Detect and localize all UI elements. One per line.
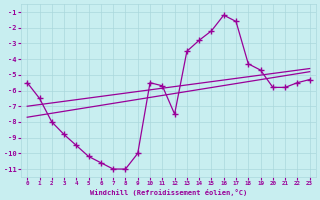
X-axis label: Windchill (Refroidissement éolien,°C): Windchill (Refroidissement éolien,°C): [90, 189, 247, 196]
